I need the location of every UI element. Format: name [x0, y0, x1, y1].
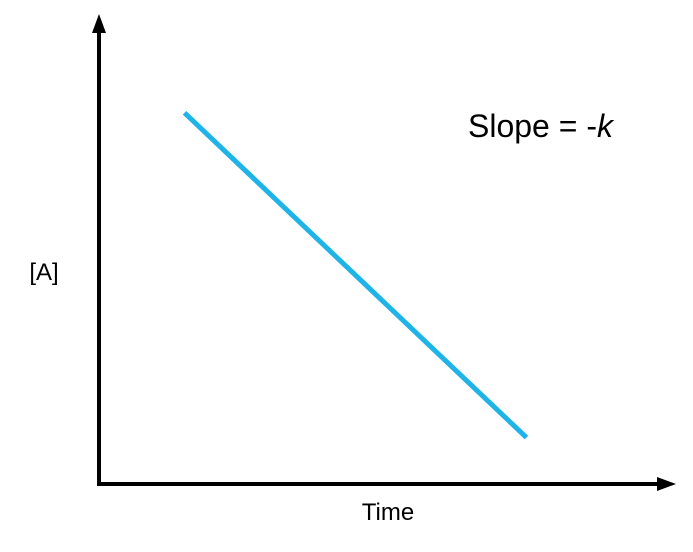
series-line-1: [182, 110, 529, 440]
slope-annotation-prefix: Slope = -: [468, 108, 597, 144]
y-axis-arrowhead: [92, 14, 106, 33]
slope-annotation: Slope = -k: [468, 108, 615, 144]
slope-annotation-symbol: k: [597, 108, 615, 144]
x-axis-arrowhead: [657, 477, 676, 491]
y-axis-label: [A]: [29, 259, 58, 286]
x-axis-label: Time: [362, 499, 414, 526]
series-layer: [182, 110, 529, 440]
